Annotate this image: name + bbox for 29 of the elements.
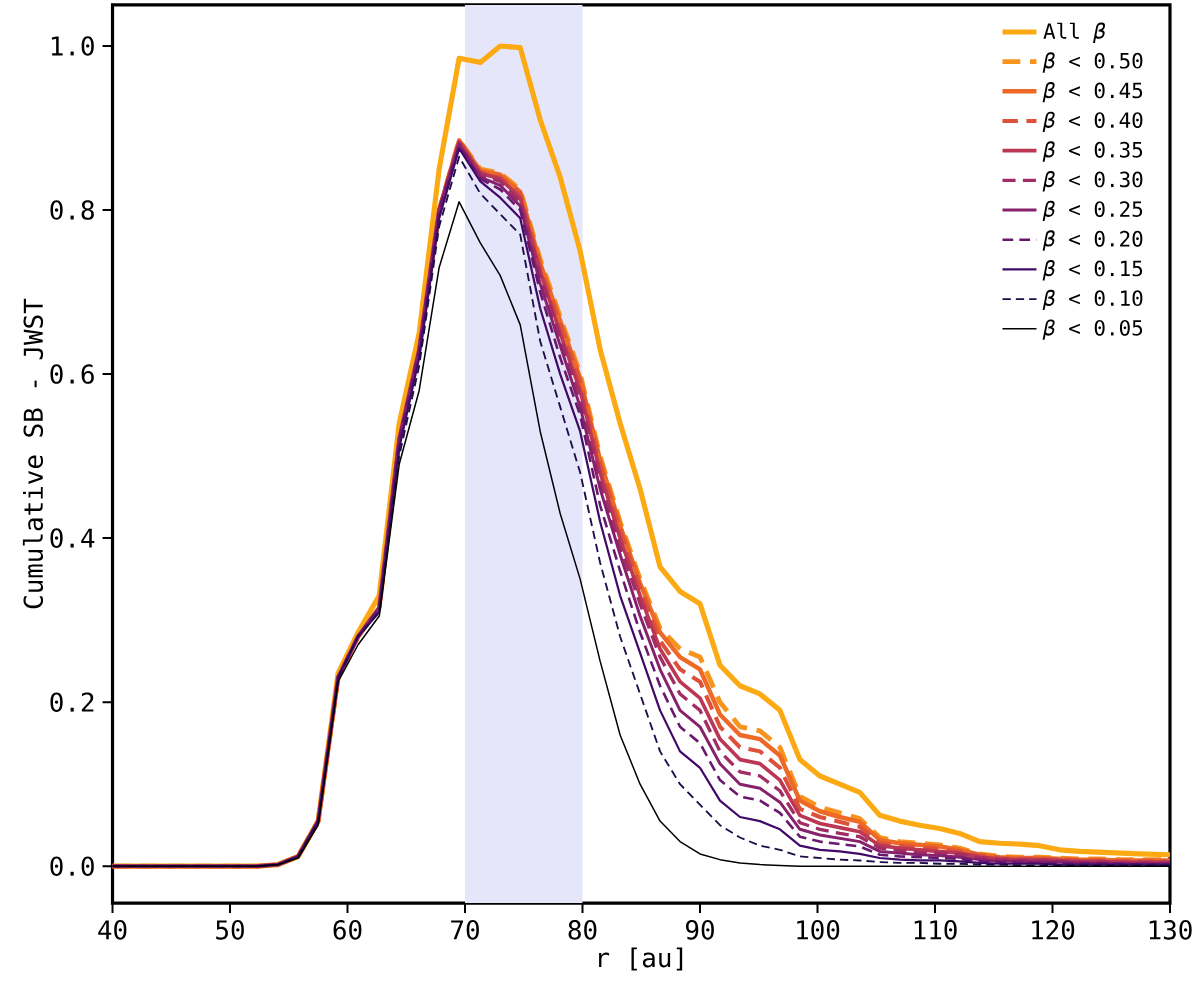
legend-label: β < 0.20: [1042, 230, 1143, 251]
legend-label: β < 0.50: [1042, 52, 1143, 73]
x-tick-label: 120: [1032, 920, 1075, 940]
legend-label: β < 0.10: [1042, 289, 1143, 311]
x-tick-label: 80: [568, 920, 597, 940]
y-axis-title: Cumulative SB - JWST: [22, 298, 44, 609]
legend-label: β < 0.45: [1042, 82, 1143, 103]
x-tick-label: 100: [797, 920, 840, 940]
y-tick-label: 0.4: [50, 528, 95, 549]
legend-label: β < 0.05: [1042, 319, 1143, 340]
y-tick-label: 0.0: [50, 856, 94, 877]
y-tick-label: 0.8: [50, 200, 94, 220]
x-tick-label: 40: [98, 920, 127, 940]
y-tick-label: 0.2: [50, 692, 94, 713]
x-axis-title: r [au]: [599, 947, 683, 971]
legend-label: β < 0.40: [1042, 111, 1143, 133]
x-tick-label: 90: [686, 920, 714, 940]
x-tick-label: 110: [914, 920, 957, 940]
legend-label: All β: [1043, 22, 1106, 44]
x-tick-label: 70: [451, 920, 479, 940]
x-tick-label: 60: [333, 920, 362, 940]
legend-label: β < 0.25: [1042, 200, 1143, 222]
y-tick-label: 1.0: [51, 36, 94, 56]
x-tick-label: 130: [1149, 920, 1192, 940]
x-tick-label: 50: [216, 920, 244, 940]
legend-label: β < 0.15: [1042, 260, 1143, 281]
legend-label: β < 0.35: [1042, 141, 1143, 162]
legend-label: β < 0.30: [1042, 171, 1143, 192]
y-tick-label: 0.6: [50, 364, 94, 385]
